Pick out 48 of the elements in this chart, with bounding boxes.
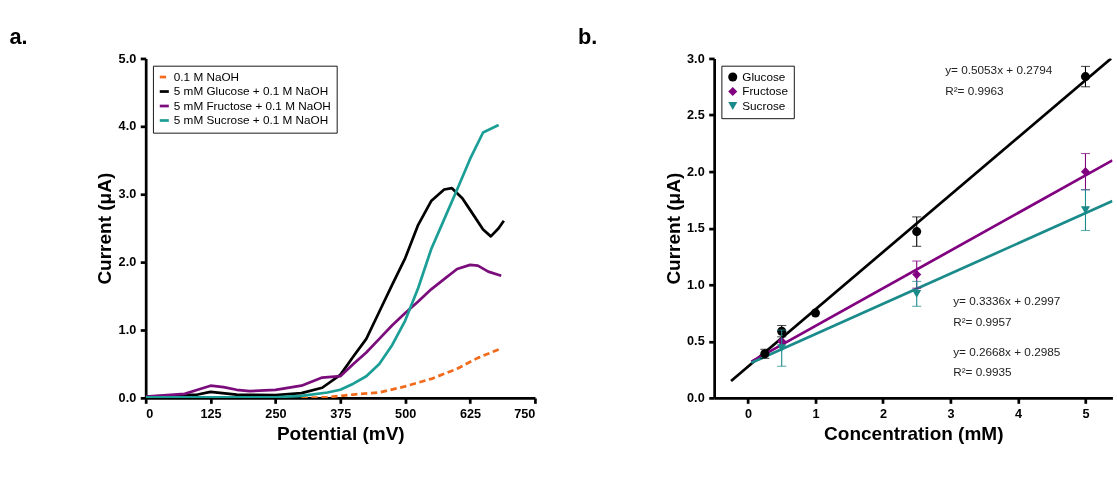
- y-axis-title: Current (μA): [662, 172, 684, 285]
- legend-label: 5 mM Sucrose + 0.1 M NaOH: [173, 113, 329, 127]
- point: [810, 308, 820, 318]
- x-tick-label: 250: [265, 407, 287, 422]
- annotation: y= 0.3336x + 0.2997: [953, 294, 1061, 308]
- line-series: [145, 123, 500, 398]
- y-axis-title: Current (μA): [94, 172, 116, 285]
- annotation: y= 0.2668x + 0.2985: [953, 345, 1061, 359]
- x-tick-label: 500: [395, 407, 417, 422]
- legend-label: Sucrose: [742, 98, 786, 112]
- y-tick-label: 2.0: [118, 255, 137, 270]
- chart-title: a.: [9, 24, 28, 50]
- y-tick-label: 5.0: [118, 51, 137, 66]
- x-tick-label: 3: [947, 407, 955, 422]
- x-axis-title: Concentration (mM): [824, 423, 1004, 445]
- y-tick-label: 1.5: [687, 221, 705, 236]
- y-tick-label: 3.0: [118, 187, 137, 202]
- legend-label: 5 mM Fructose + 0.1 M NaOH: [173, 98, 331, 112]
- legend-label: 5 mM Glucose + 0.1 M NaOH: [173, 84, 329, 98]
- x-tick-label: 750: [514, 407, 536, 422]
- annotation: R²= 0.9935: [953, 365, 1013, 379]
- y-tick-label: 0.0: [118, 391, 137, 406]
- x-axis-title: Potential (mV): [276, 423, 405, 445]
- legend-label: 0.1 M NaOH: [173, 69, 240, 83]
- y-tick-label: 3.0: [687, 51, 705, 66]
- chart-title: b.: [578, 24, 598, 50]
- line-series: [145, 263, 503, 398]
- x-tick-label: 1: [812, 407, 820, 422]
- x-tick-label: 5: [1082, 407, 1090, 422]
- x-tick-label: 2: [879, 407, 887, 422]
- x-tick-label: 4: [1014, 407, 1022, 422]
- y-tick-label: 1.0: [118, 323, 137, 338]
- y-tick-label: 4.0: [118, 119, 137, 134]
- annotation: R²= 0.9963: [945, 83, 1005, 97]
- y-tick-label: 0.5: [687, 334, 705, 349]
- x-tick-label: 0: [146, 407, 154, 422]
- x-tick-label: 625: [459, 407, 482, 422]
- y-tick-label: 2.0: [687, 164, 705, 179]
- y-tick-label: 2.5: [687, 108, 705, 123]
- annotation: R²= 0.9957: [953, 314, 1012, 328]
- y-tick-label: 0.0: [687, 391, 705, 406]
- x-tick-label: 375: [330, 407, 352, 422]
- x-tick-label: 0: [744, 407, 752, 422]
- y-tick-label: 1.0: [687, 277, 705, 292]
- legend-label: Fructose: [742, 84, 789, 98]
- annotation: y= 0.5053x + 0.2794: [945, 63, 1053, 77]
- x-tick-label: 125: [200, 407, 222, 422]
- legend-label: Glucose: [742, 69, 786, 83]
